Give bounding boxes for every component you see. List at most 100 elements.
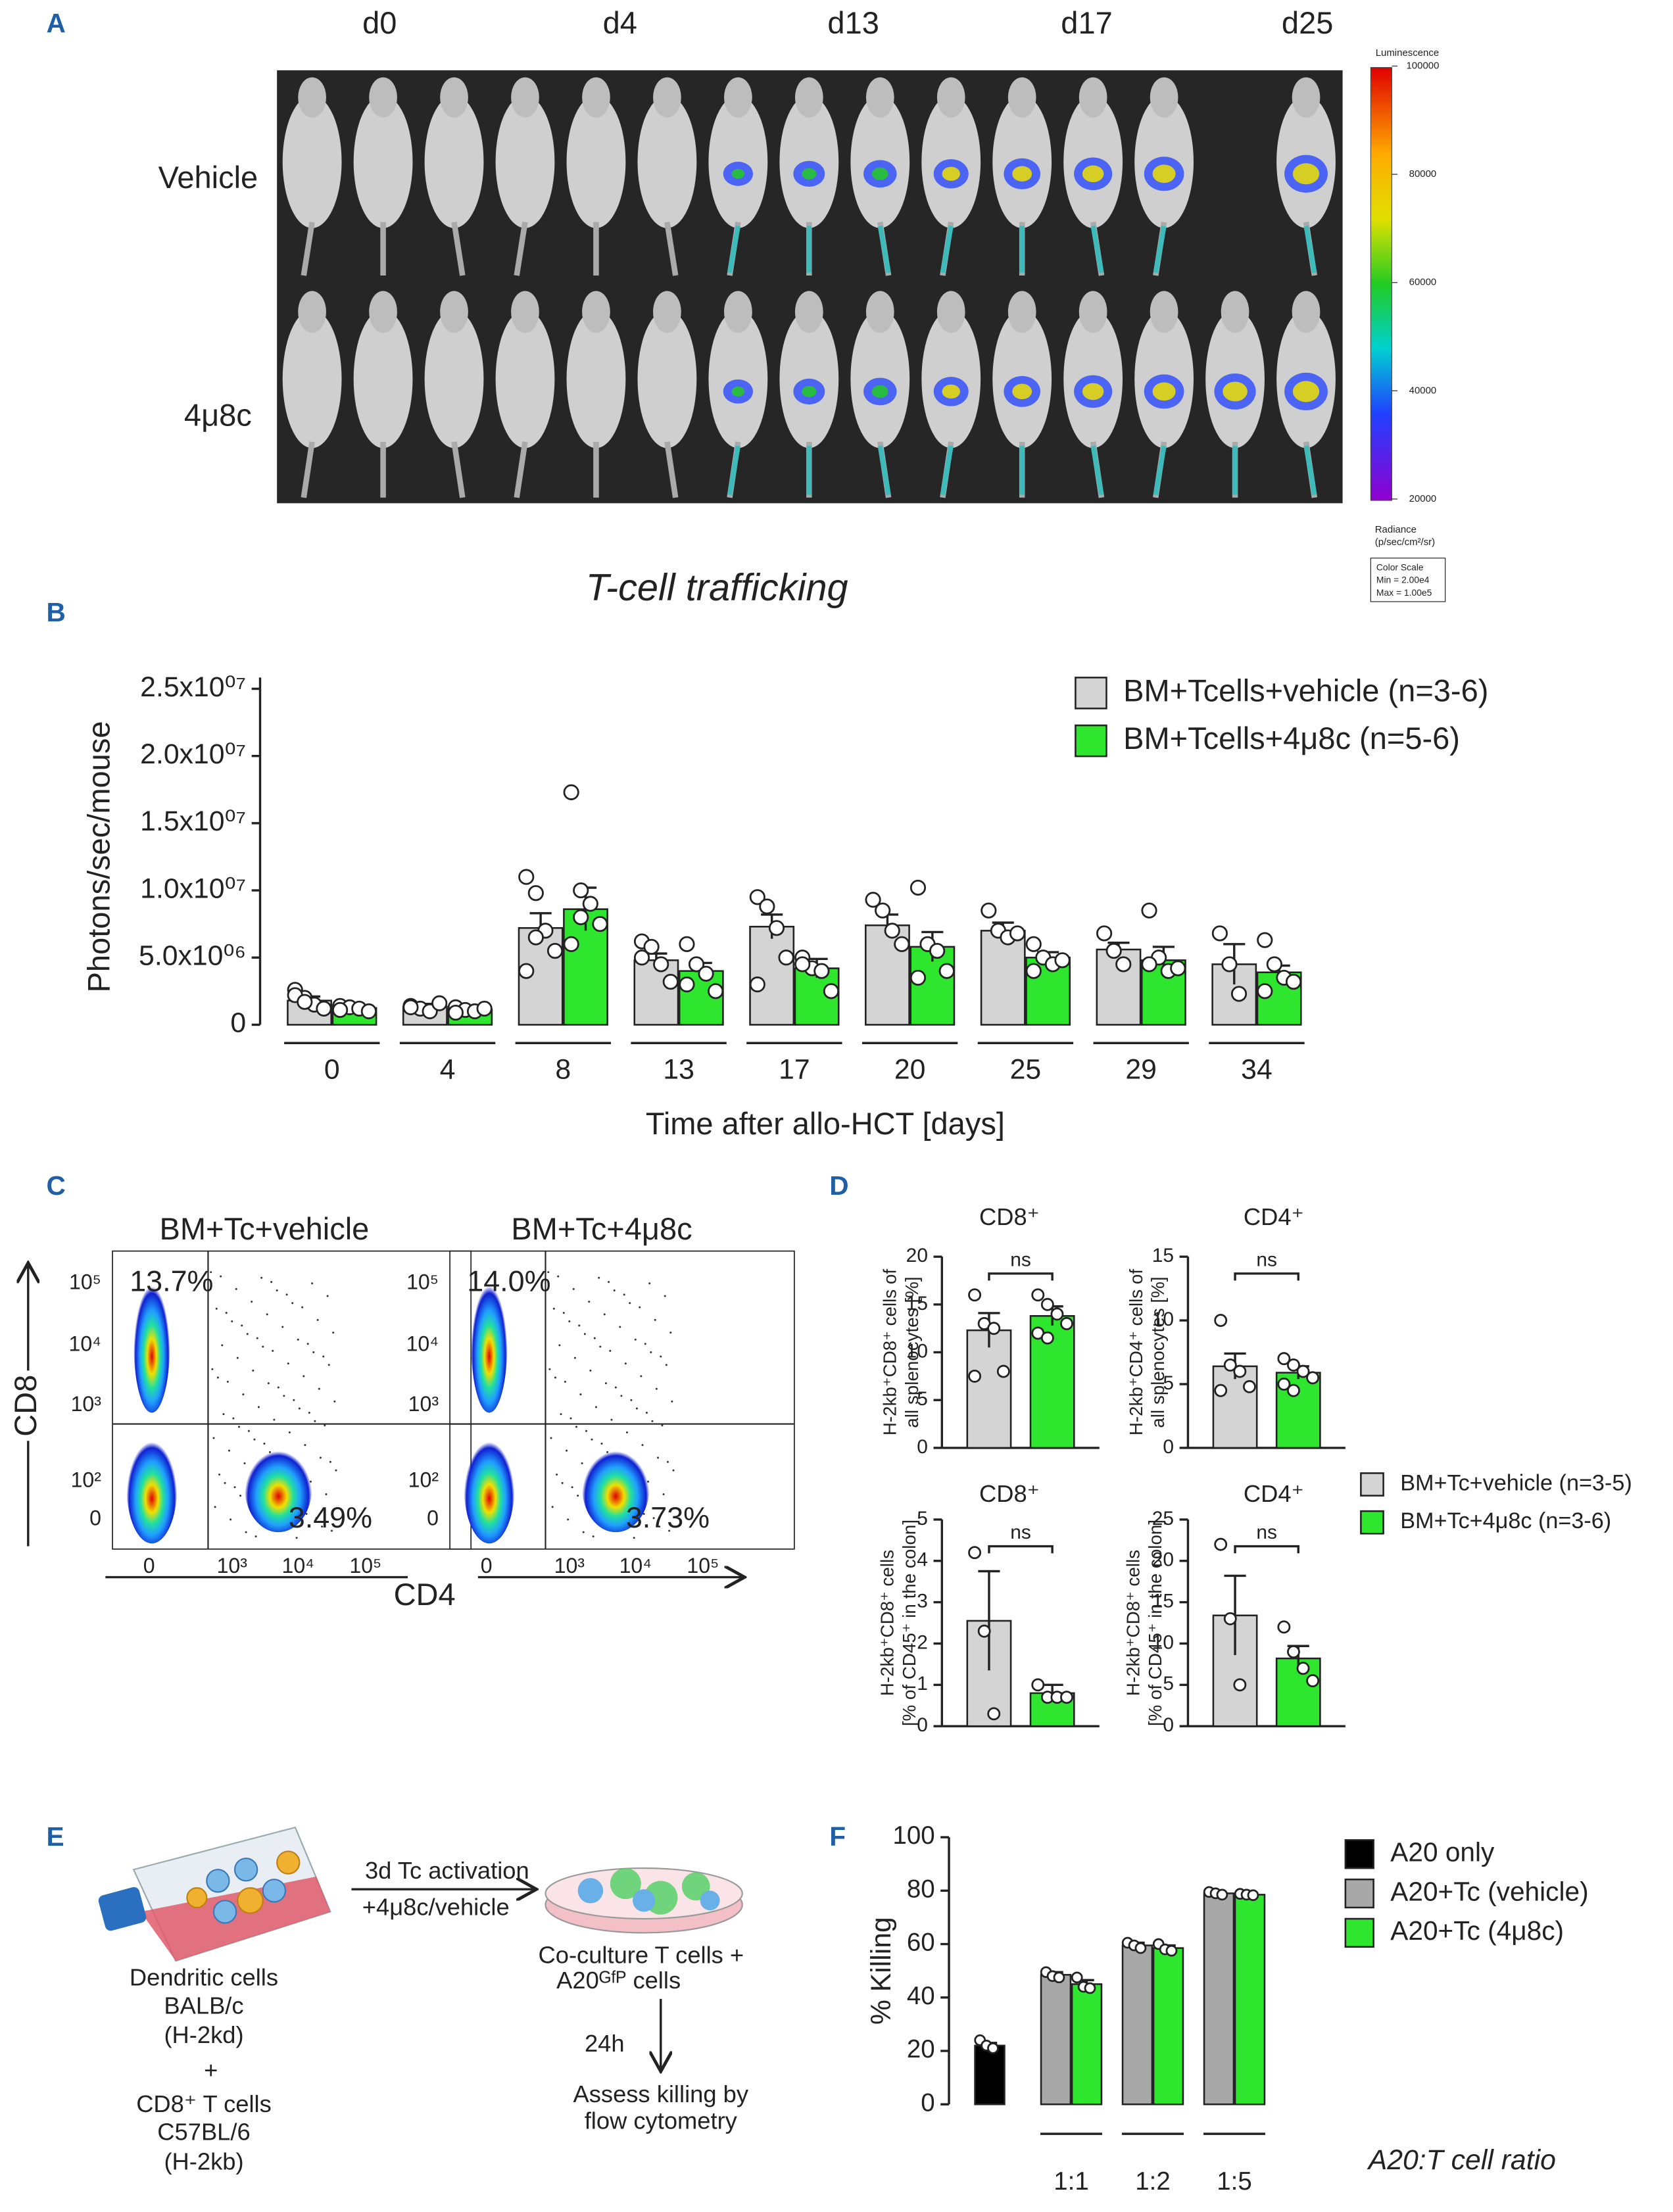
quadrant-value: 3.49% <box>289 1501 372 1534</box>
legend-swatch <box>1344 1917 1374 1948</box>
density <box>471 1272 508 1413</box>
annotation: ns <box>1010 1249 1031 1270</box>
event <box>257 1406 260 1408</box>
mouse-head <box>511 291 539 333</box>
y-tick-label: 1.5x10⁰⁷ <box>140 805 246 837</box>
panel-label: C <box>47 1170 66 1201</box>
mouse-head <box>298 77 326 118</box>
data-point <box>1096 925 1113 942</box>
scale-tick-label: 40000 <box>1409 385 1437 396</box>
y-tick-label: 10 <box>1152 1631 1174 1653</box>
y-tick-label: 1 <box>917 1673 928 1695</box>
bar <box>1234 1894 1266 2105</box>
event <box>652 1517 655 1520</box>
data-point <box>679 976 695 993</box>
data-point <box>447 1004 464 1021</box>
event <box>668 1529 671 1532</box>
event <box>222 1413 225 1416</box>
color-scale <box>1370 67 1392 501</box>
x-tick-label: 10⁵ <box>687 1554 719 1577</box>
day-label: d0 <box>362 5 397 40</box>
mouse-tail <box>301 441 315 498</box>
event <box>212 1437 215 1439</box>
y-tick-label: 20 <box>907 2035 935 2063</box>
data-point <box>759 898 775 915</box>
scale-tick-label: 100000 <box>1406 60 1439 71</box>
mouse <box>566 310 626 448</box>
chart-title: CD4⁺ <box>1244 1480 1304 1507</box>
y-axis-title: all splenocytes [%] <box>1148 1276 1168 1428</box>
significance-bracket <box>988 1272 1054 1281</box>
scale-tick-label: 80000 <box>1409 168 1437 180</box>
event <box>547 1271 550 1274</box>
event <box>570 1417 572 1420</box>
event <box>614 1386 617 1389</box>
y-tick-label: 10² <box>71 1468 102 1492</box>
y-tick-label: 20 <box>906 1245 928 1266</box>
mouse-head <box>653 291 681 333</box>
legend-swatch <box>1344 1878 1374 1909</box>
event <box>579 1393 582 1396</box>
signal-tail <box>727 445 741 496</box>
event <box>672 1469 675 1472</box>
event <box>599 1345 602 1348</box>
data-point <box>1277 1620 1291 1634</box>
data-point <box>573 909 589 926</box>
mouse <box>353 95 413 228</box>
day-label: d4 <box>603 5 637 40</box>
legend-label: A20 only <box>1390 1837 1495 1867</box>
event <box>211 1368 214 1370</box>
event <box>564 1380 566 1383</box>
signal <box>1082 383 1104 400</box>
signal <box>871 167 888 180</box>
mouse-head <box>794 291 823 333</box>
x-axis-title: Time after allo-HCT [days] <box>646 1106 1005 1141</box>
data-point <box>1277 1352 1291 1366</box>
mouse-tail <box>514 222 528 276</box>
data-point <box>1257 932 1273 948</box>
mouse-tail <box>451 222 466 276</box>
event <box>319 1456 322 1459</box>
y-tick-label: 5 <box>917 1388 928 1410</box>
data-point <box>1025 936 1042 952</box>
quadrant-value: 13.7% <box>130 1264 213 1298</box>
data-point <box>431 995 448 1011</box>
mouse <box>424 310 484 448</box>
mouse-tail <box>301 222 315 276</box>
event <box>216 1376 219 1379</box>
data-point <box>1141 902 1157 919</box>
event <box>669 1332 672 1334</box>
data-point <box>1050 1307 1064 1321</box>
imaging-panel: d0 d4 d13 d17 d25 Vehicle 4μ8c Luminesce… <box>158 5 1446 602</box>
event <box>291 1302 294 1305</box>
diagram-text: Dendritic cells <box>130 1964 278 1991</box>
data-point <box>1230 986 1248 1002</box>
signal <box>1152 382 1176 401</box>
mouse <box>353 310 413 448</box>
data-point <box>968 1288 982 1302</box>
panel-label: D <box>829 1170 848 1201</box>
signal-tail <box>877 226 891 274</box>
signal <box>871 385 888 398</box>
event <box>252 1369 255 1372</box>
event <box>643 1512 645 1515</box>
diagram-text: + <box>204 2057 218 2084</box>
data-point <box>708 983 724 999</box>
data-point <box>476 1000 493 1017</box>
event <box>287 1362 289 1365</box>
signal-tail <box>1303 226 1317 274</box>
mice-images <box>282 77 1336 498</box>
x-tick-label: 10⁴ <box>619 1554 652 1577</box>
data-point <box>823 983 840 999</box>
event <box>316 1318 319 1321</box>
bar <box>1152 1947 1184 2105</box>
event <box>558 1344 561 1347</box>
density <box>464 1431 515 1544</box>
event <box>585 1430 587 1432</box>
flow-title: BM+Tc+vehicle <box>160 1211 370 1246</box>
diagram-text: (H-2kd) <box>164 2021 243 2048</box>
data-point <box>987 1707 1001 1721</box>
data-point <box>1060 1691 1073 1704</box>
event <box>326 1295 329 1297</box>
mouse-head <box>440 291 468 333</box>
